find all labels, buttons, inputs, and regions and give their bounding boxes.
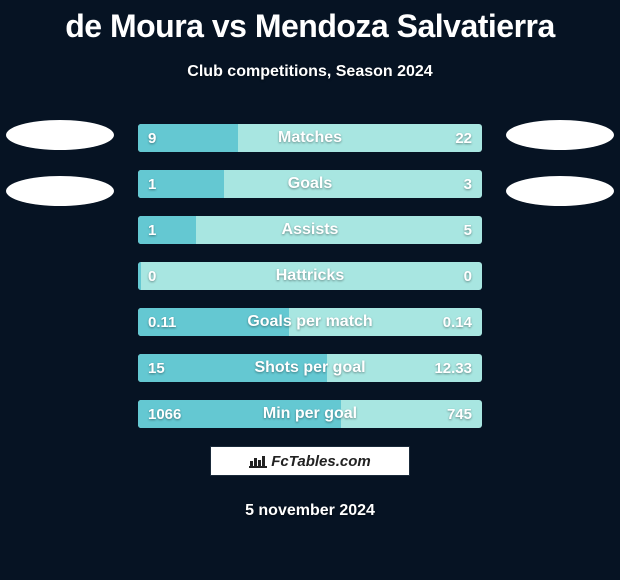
stat-bar: 9Matches22 [138, 124, 482, 152]
stat-value-right: 745 [447, 400, 472, 428]
stat-label: Hattricks [138, 262, 482, 290]
chart-icon [249, 454, 267, 468]
stat-value-right: 22 [455, 124, 472, 152]
team-badge-left-1 [6, 120, 114, 150]
page-subtitle: Club competitions, Season 2024 [0, 63, 620, 81]
stat-value-right: 0 [464, 262, 472, 290]
brand-name: FcTables.com [271, 453, 370, 470]
right-badges [506, 120, 614, 206]
stat-bar: 1066Min per goal745 [138, 400, 482, 428]
stat-bar: 1Goals3 [138, 170, 482, 198]
stat-bar: 1Assists5 [138, 216, 482, 244]
stat-bar: 0.11Goals per match0.14 [138, 308, 482, 336]
stat-bar: 15Shots per goal12.33 [138, 354, 482, 382]
stat-label: Shots per goal [138, 354, 482, 382]
stat-value-right: 5 [464, 216, 472, 244]
stat-label: Min per goal [138, 400, 482, 428]
team-badge-left-2 [6, 176, 114, 206]
stat-label: Goals per match [138, 308, 482, 336]
team-badge-right-2 [506, 176, 614, 206]
stat-label: Goals [138, 170, 482, 198]
stat-value-right: 0.14 [443, 308, 472, 336]
stat-bars: 9Matches22 1Goals3 1Assists5 0Hattricks0 0.1… [138, 124, 482, 428]
stat-bar: 0Hattricks0 [138, 262, 482, 290]
stat-label: Assists [138, 216, 482, 244]
left-badges [6, 120, 114, 206]
stat-label: Matches [138, 124, 482, 152]
stat-value-right: 12.33 [434, 354, 472, 382]
stat-value-right: 3 [464, 170, 472, 198]
team-badge-right-1 [506, 120, 614, 150]
brand-footer[interactable]: FcTables.com [210, 446, 410, 476]
footer-date: 5 november 2024 [0, 502, 620, 520]
page-title: de Moura vs Mendoza Salvatierra [0, 0, 620, 45]
